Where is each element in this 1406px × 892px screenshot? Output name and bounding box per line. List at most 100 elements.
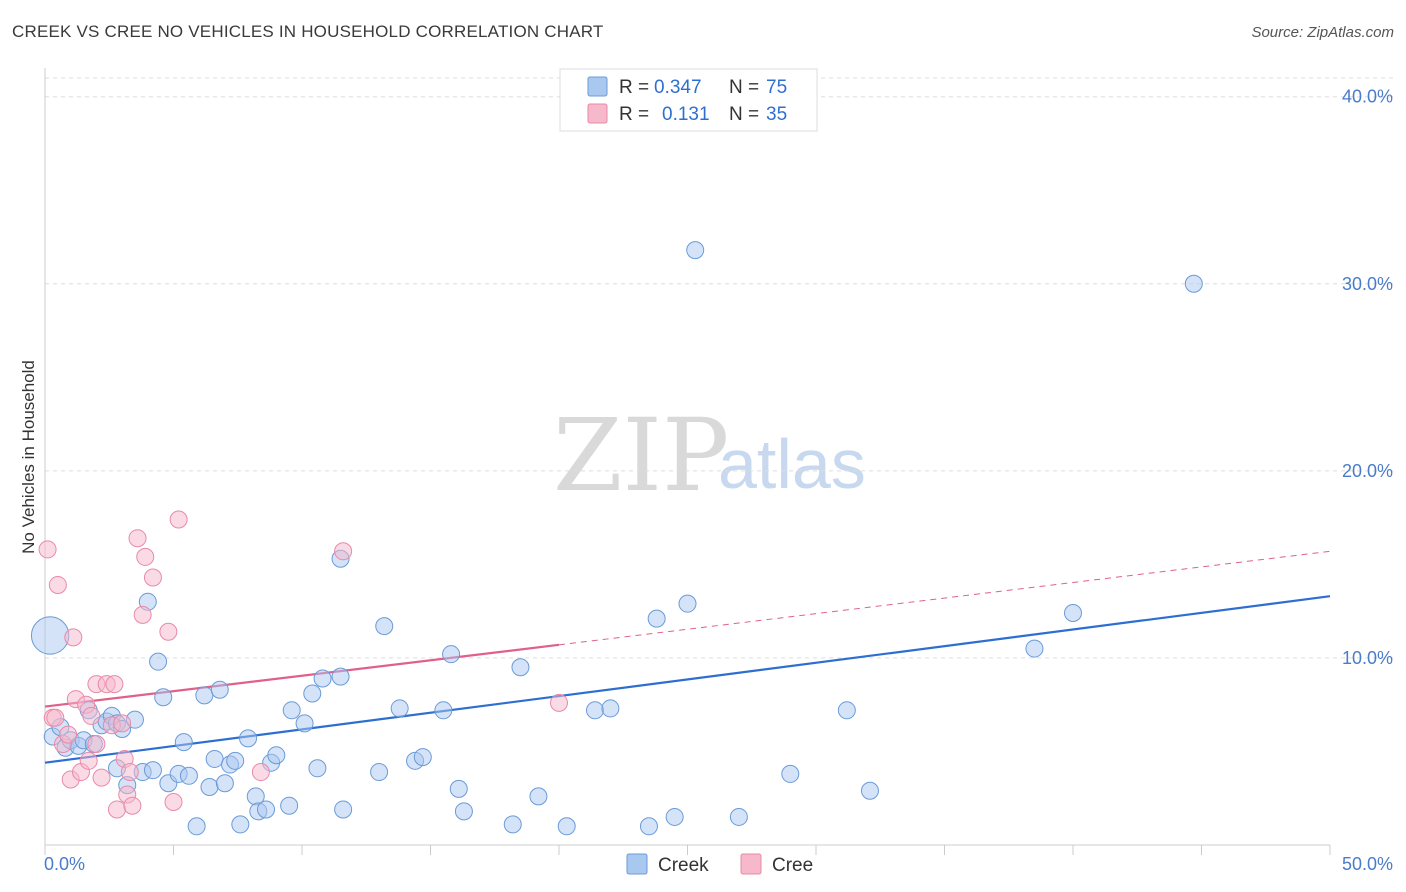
- legend-creek-r-label: R =: [619, 77, 649, 98]
- cree-point: [87, 734, 106, 753]
- cree-point: [92, 768, 111, 787]
- cree-point: [164, 792, 183, 811]
- legend-cree-n-label: N =: [729, 104, 759, 125]
- creek-point: [267, 746, 286, 765]
- legend-cree-swatch: [587, 103, 608, 124]
- creek-point: [370, 763, 389, 782]
- creek-trend-line: [44, 595, 1331, 764]
- cree-point: [38, 540, 57, 559]
- legend-creek-n-label: N =: [729, 77, 759, 98]
- cree-point: [113, 714, 132, 733]
- creek-point: [585, 701, 604, 720]
- creek-point: [511, 658, 530, 677]
- creek-point: [375, 617, 394, 636]
- legend: R = 0.347 N = 75 R = 0.131 N = 35: [559, 68, 818, 132]
- creek-point: [665, 807, 684, 826]
- y-tick-label-20: 20.0%: [1342, 461, 1393, 481]
- creek-point: [313, 669, 332, 688]
- creek-point: [179, 766, 198, 785]
- creek-point: [174, 733, 193, 752]
- creek-point: [837, 701, 856, 720]
- creek-point: [331, 667, 350, 686]
- cree-point: [128, 529, 147, 548]
- cree-trend-line-extension: [558, 550, 1331, 646]
- creek-point: [503, 815, 522, 834]
- creek-point: [390, 699, 409, 718]
- cree-point: [143, 568, 162, 587]
- creek-point: [557, 817, 576, 836]
- creek-point: [413, 748, 432, 767]
- creek-point: [454, 802, 473, 821]
- creek-point: [231, 815, 250, 834]
- cree-point: [46, 708, 65, 727]
- cree-point: [136, 547, 155, 566]
- creek-point: [205, 749, 224, 768]
- creek-point: [529, 787, 548, 806]
- creek-point: [154, 688, 173, 707]
- legend-cree-r-label: R =: [619, 104, 649, 125]
- legend-cree-n-value: 35: [766, 104, 787, 125]
- grid-lines: [45, 77, 1395, 659]
- creek-point: [434, 701, 453, 720]
- cree-point: [334, 542, 353, 561]
- creek-point: [1184, 274, 1203, 293]
- creek-point: [282, 701, 301, 720]
- data-points: [30, 241, 1203, 836]
- creek-point: [686, 241, 705, 260]
- cree-point: [79, 751, 98, 770]
- creek-point: [334, 800, 353, 819]
- creek-point: [860, 781, 879, 800]
- creek-point: [1025, 639, 1044, 658]
- bottom-legend-cree-swatch: [740, 853, 762, 875]
- creek-point: [449, 779, 468, 798]
- creek-point: [257, 800, 276, 819]
- cree-point: [107, 800, 126, 819]
- creek-point: [442, 645, 461, 664]
- cree-point: [120, 763, 139, 782]
- cree-point: [251, 763, 270, 782]
- cree-point: [105, 675, 124, 694]
- creek-point: [678, 594, 697, 613]
- creek-point: [210, 680, 229, 699]
- creek-point: [639, 817, 658, 836]
- cree-trend-line: [44, 643, 560, 708]
- creek-point: [308, 759, 327, 778]
- creek-point: [781, 764, 800, 783]
- cree-point: [169, 510, 188, 529]
- cree-point: [59, 725, 78, 744]
- y-tick-labels: 10.0% 20.0% 30.0% 40.0%: [1342, 87, 1393, 668]
- cree-point: [82, 706, 101, 725]
- creek-point: [295, 714, 314, 733]
- creek-point: [1064, 604, 1082, 623]
- creek-point: [149, 652, 168, 671]
- watermark-atlas: atlas: [718, 425, 866, 503]
- y-tick-label-40: 40.0%: [1342, 87, 1393, 107]
- cree-point: [133, 605, 152, 624]
- cree-point: [64, 628, 83, 647]
- y-axis-title: No Vehicles in Household: [19, 360, 38, 554]
- x-tick-label-min: 0.0%: [44, 854, 85, 874]
- creek-point: [601, 699, 620, 718]
- x-tick-label-max: 50.0%: [1342, 854, 1393, 874]
- creek-point: [729, 807, 748, 826]
- creek-point: [143, 761, 162, 780]
- creek-point: [647, 609, 666, 628]
- creek-point: [30, 616, 70, 655]
- creek-point: [303, 684, 322, 703]
- trend-lines: [44, 550, 1331, 764]
- legend-creek-n-value: 75: [766, 77, 787, 98]
- legend-creek-swatch: [587, 76, 608, 97]
- bottom-legend-creek-swatch: [626, 853, 648, 875]
- creek-point: [200, 778, 219, 797]
- creek-point: [187, 817, 206, 836]
- creek-point: [226, 751, 245, 770]
- legend-cree-r-value: 0.131: [662, 104, 710, 125]
- bottom-legend: Creek Cree: [626, 853, 813, 876]
- creek-point: [239, 729, 258, 748]
- y-tick-label-30: 30.0%: [1342, 274, 1393, 294]
- y-tick-label-10: 10.0%: [1342, 648, 1393, 668]
- creek-point: [215, 774, 234, 793]
- watermark-zip: ZIP: [553, 397, 729, 514]
- legend-creek-r-value: 0.347: [654, 77, 702, 98]
